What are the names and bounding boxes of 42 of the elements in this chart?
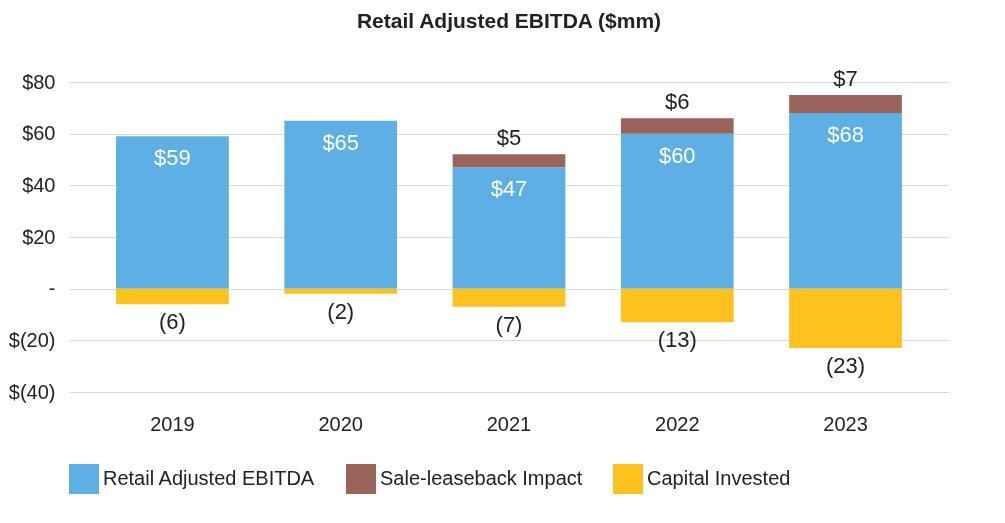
y-tick-label: $60 bbox=[22, 122, 56, 145]
data-label: (13) bbox=[657, 327, 697, 353]
legend-label: Capital Invested bbox=[647, 467, 791, 489]
bar bbox=[620, 118, 734, 134]
bar bbox=[789, 288, 902, 349]
bar bbox=[452, 167, 566, 289]
legend-label: Retail Adjusted EBITDA bbox=[103, 467, 315, 489]
x-tick-label: 2023 bbox=[823, 412, 868, 435]
data-label: (2) bbox=[327, 298, 355, 324]
chart-title: Retail Adjusted EBITDA ($mm) bbox=[356, 8, 662, 32]
data-label: (6) bbox=[159, 309, 186, 335]
bar bbox=[284, 288, 398, 294]
y-tick-label: $20 bbox=[22, 225, 56, 248]
bar bbox=[452, 154, 566, 168]
x-tick-label: 2019 bbox=[150, 412, 195, 435]
data-label: $68 bbox=[827, 122, 864, 147]
data-label: $5 bbox=[496, 125, 522, 151]
bar bbox=[620, 288, 734, 323]
data-label: $65 bbox=[322, 129, 360, 155]
x-tick-label: 2020 bbox=[318, 412, 363, 435]
y-tick-label: $(20) bbox=[8, 328, 56, 351]
bar bbox=[620, 133, 734, 289]
y-tick-label: $40 bbox=[22, 173, 56, 196]
bar bbox=[116, 136, 229, 289]
data-label: (7) bbox=[495, 311, 523, 337]
data-label: $59 bbox=[154, 145, 191, 171]
bar bbox=[789, 113, 902, 289]
data-label: $47 bbox=[490, 176, 528, 202]
x-tick-label: 2021 bbox=[486, 412, 532, 435]
data-label: (23) bbox=[825, 353, 866, 379]
bar bbox=[284, 120, 398, 289]
bar bbox=[116, 288, 229, 305]
y-tick-label: $80 bbox=[22, 70, 56, 93]
bar bbox=[452, 288, 566, 307]
data-label: $60 bbox=[658, 142, 696, 168]
x-tick-label: 2022 bbox=[655, 412, 700, 435]
legend-label: Sale-leaseback Impact bbox=[380, 467, 583, 489]
data-label: $7 bbox=[833, 65, 858, 91]
data-label: $6 bbox=[665, 89, 690, 115]
y-tick-label: - bbox=[48, 277, 56, 300]
bar bbox=[789, 94, 902, 113]
y-tick-label: $(40) bbox=[8, 380, 56, 403]
